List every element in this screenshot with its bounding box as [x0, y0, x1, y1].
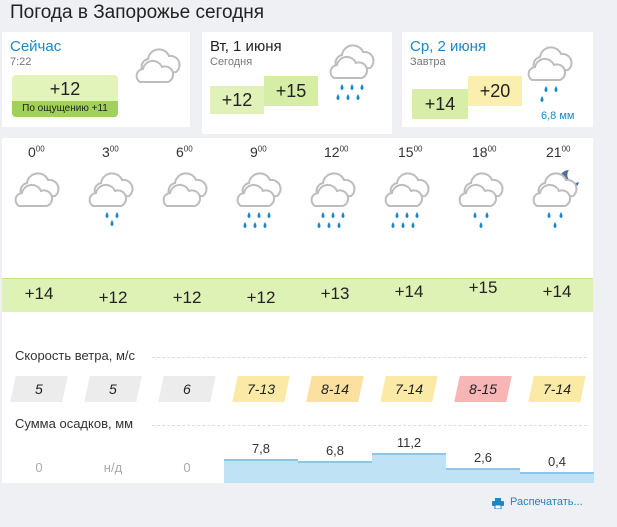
- cloud-rain-icon: [457, 168, 509, 239]
- hour-temp: +12: [246, 288, 276, 307]
- cloud-icon: [13, 168, 65, 239]
- moon-cloud-rain-icon: [531, 168, 583, 239]
- cloud-heavy-rain-icon: [383, 168, 435, 239]
- precip-separator: [152, 425, 587, 426]
- wind-speed: 5: [84, 376, 142, 402]
- cloud-heavy-rain-icon: [309, 168, 361, 239]
- today-low: +12: [210, 86, 264, 114]
- hour-label: 300: [102, 144, 119, 160]
- page-title: Погода в Запорожье сегодня: [10, 2, 265, 23]
- precip-bar: [224, 459, 298, 483]
- hour-label: 900: [250, 144, 267, 160]
- hour-label: 000: [28, 144, 45, 160]
- precip-bar: [446, 468, 520, 483]
- current-time: 7:22: [10, 56, 32, 68]
- temperature-strip: [2, 278, 593, 312]
- wind-speed: 5: [10, 376, 68, 402]
- current-temp: +12: [49, 79, 81, 99]
- hourly-forecast: 000 300 600 900 1200 1500 1800 2100: [2, 138, 594, 483]
- wind-speed: 7-13: [232, 376, 290, 402]
- cloud-icon: [135, 48, 181, 83]
- hour-temp: +14: [542, 282, 572, 301]
- cloud-icon: [161, 168, 213, 239]
- wind-separator: [152, 357, 587, 358]
- precip-value: 2,6: [473, 450, 493, 466]
- hour-label: 1500: [398, 144, 423, 160]
- current-weather-card[interactable]: Сейчас 7:22 +12 По ощущению +11: [2, 32, 190, 127]
- hour-label: 1200: [324, 144, 349, 160]
- hour-minutes: 00: [183, 144, 193, 154]
- precip-value: 7,8: [251, 441, 271, 457]
- hour-temp: +12: [172, 288, 202, 307]
- hour-temp: +14: [24, 284, 54, 303]
- hour-label: 2100: [546, 144, 571, 160]
- print-link[interactable]: Распечатать...: [510, 496, 583, 508]
- hour-label: 1800: [472, 144, 497, 160]
- precip-value: 0,4: [547, 454, 567, 470]
- today-label: Вт, 1 июня: [210, 38, 282, 55]
- tomorrow-low: +14: [412, 89, 468, 119]
- printer-icon[interactable]: [492, 498, 504, 509]
- wind-speed: 7-14: [528, 376, 586, 402]
- precip-bar: [298, 460, 372, 483]
- precip-value: 11,2: [396, 435, 422, 450]
- wind-label: Скорость ветра, м/с: [15, 348, 135, 363]
- hour-label: 600: [176, 144, 193, 160]
- cloud-heavy-rain-icon: [235, 168, 287, 239]
- today-high: +15: [264, 76, 318, 106]
- precip-value: 0: [35, 460, 43, 475]
- tomorrow-sub: Завтра: [410, 56, 446, 68]
- hour-minutes: 00: [109, 144, 119, 154]
- hour-minutes: 00: [257, 144, 267, 154]
- cloud-rain-icon: [527, 46, 573, 102]
- tomorrow-precip: 6,8 мм: [541, 110, 575, 122]
- hour-temp: +15: [468, 278, 498, 297]
- precip-bar: [372, 453, 446, 483]
- today-sub: Сегодня: [210, 56, 253, 68]
- tomorrow-high: +20: [468, 76, 522, 106]
- wind-speed: 8-14: [306, 376, 364, 402]
- tomorrow-label: Ср, 2 июня: [410, 38, 487, 55]
- wind-speed: 8-15: [454, 376, 512, 402]
- hour-minutes: 00: [35, 144, 45, 154]
- tomorrow-card[interactable]: Ср, 2 июня Завтра +14 +20 6,8 мм: [402, 32, 593, 127]
- hour-minutes: 00: [413, 144, 423, 154]
- precip-value: 6,8: [325, 442, 345, 458]
- cloud-rain-icon: [329, 44, 375, 100]
- precip-value: 0: [183, 460, 191, 475]
- precip-label: Сумма осадков, мм: [15, 416, 134, 431]
- current-label: Сейчас: [10, 38, 62, 55]
- wind-speed: 6: [158, 376, 216, 402]
- hour-temp: +14: [394, 282, 424, 301]
- today-card[interactable]: Вт, 1 июня Сегодня +12 +15: [202, 32, 392, 134]
- hour-temp: +12: [98, 288, 128, 307]
- precip-bar: [520, 472, 594, 483]
- precip-value: н/д: [103, 460, 123, 475]
- hour-minutes: 00: [487, 144, 497, 154]
- wind-speed: 7-14: [380, 376, 438, 402]
- hour-minutes: 00: [561, 144, 571, 154]
- cloud-light-rain-icon: [87, 168, 139, 239]
- hour-temp: +13: [320, 284, 350, 303]
- hour-minutes: 00: [339, 144, 349, 154]
- current-temp-box: +12 По ощущению +11: [12, 75, 118, 117]
- feels-like: По ощущению +11: [12, 101, 118, 117]
